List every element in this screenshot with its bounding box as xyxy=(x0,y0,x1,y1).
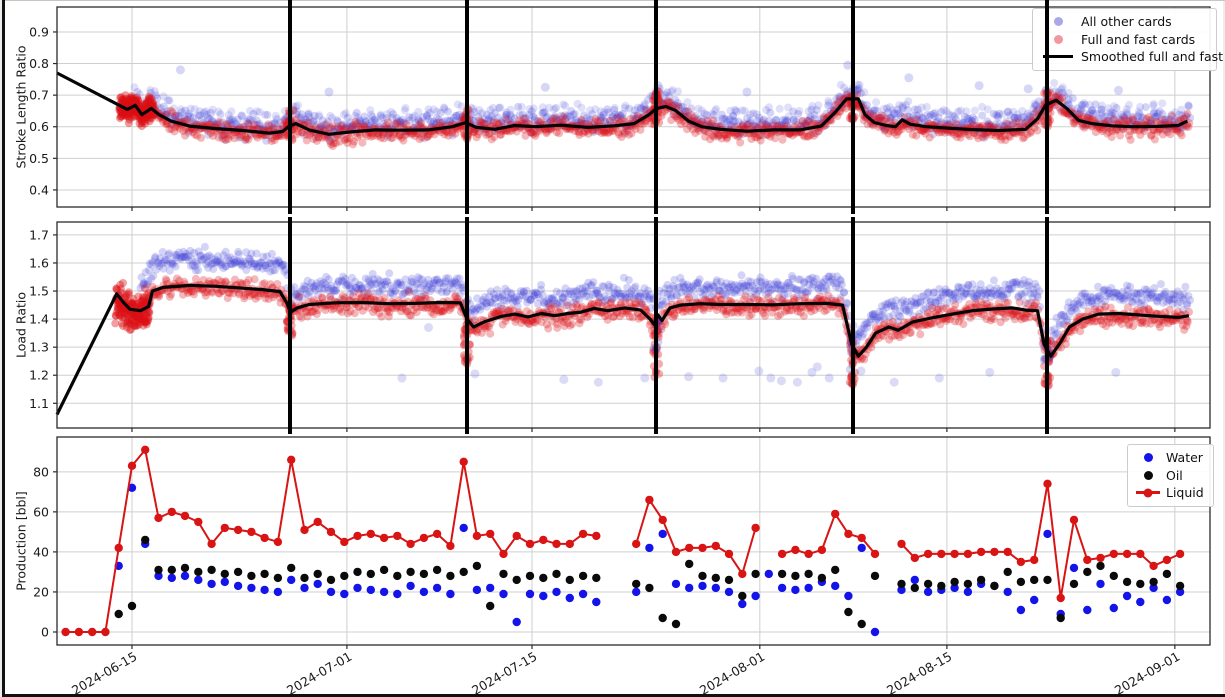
x-tick-label: 2024-08-01 xyxy=(697,649,767,697)
legend-label: Liquid xyxy=(1166,485,1204,501)
x-axis-labels: 2024-06-15 2024-07-01 2024-07-15 2024-08-01… xyxy=(69,649,1182,697)
y-tick-label: 1.1 xyxy=(29,396,49,411)
x-tick-label: 2024-07-01 xyxy=(284,649,354,697)
scatter-all-other-cards xyxy=(136,242,1195,348)
scatter-outliers xyxy=(175,60,1123,97)
y-tick-label: 1.4 xyxy=(29,312,49,327)
legend-label: Smoothed full and fast xyxy=(1081,49,1224,65)
y-tick-label: 0.7 xyxy=(29,88,49,103)
legend-label: All other cards xyxy=(1081,14,1172,30)
scatter-full-and-fast-start-blob xyxy=(115,91,158,131)
event-line-2024-07-10 xyxy=(464,217,470,434)
series-water xyxy=(114,483,1185,637)
scatter-full-and-fast-start-blob xyxy=(111,279,154,334)
legend-item-all-other-cards: All other cards xyxy=(1041,13,1207,31)
legend-label: Full and fast cards xyxy=(1081,31,1196,47)
y-tick-label: 0.6 xyxy=(29,119,49,134)
y-tick-label: 20 xyxy=(33,584,49,599)
y-tick-label: 1.2 xyxy=(29,368,49,383)
event-line-2024-07-10 xyxy=(464,0,470,214)
y-tick-label: 1.6 xyxy=(29,255,49,270)
y-tick-label: 0.5 xyxy=(29,151,49,166)
event-line-2024-07-24 xyxy=(653,217,659,434)
axes-spine xyxy=(56,436,1211,646)
event-line-2024-08-08 xyxy=(850,217,856,434)
stroke-length-ratio-chart: 0.4 0.5 0.6 0.7 0.8 0.9 xyxy=(29,6,1211,211)
y-tick-label: 0.8 xyxy=(29,56,49,71)
full-and-fast-cards-marker-icon xyxy=(1053,34,1063,44)
smoothed-line-marker-icon xyxy=(1043,55,1073,59)
y-tick-label: 1.7 xyxy=(29,227,49,242)
production-chart: 0 20 40 60 80 xyxy=(33,436,1211,649)
ylabel-production: Production [bbl] xyxy=(13,491,29,591)
y-tick-label: 40 xyxy=(33,544,49,559)
water-marker-icon xyxy=(1143,453,1153,463)
liquid-marker-icon xyxy=(1136,488,1160,498)
smoothed-line xyxy=(56,71,1189,136)
y-tick-label: 1.3 xyxy=(29,340,49,355)
y-tick-label: 80 xyxy=(33,464,49,479)
window-frame-bottom xyxy=(2,694,1225,697)
event-line-2024-07-24 xyxy=(653,0,659,214)
y-tick-label: 60 xyxy=(33,504,49,519)
window-frame-left xyxy=(2,0,5,697)
axes-spine xyxy=(56,221,1211,429)
y-tick-label: 1.5 xyxy=(29,284,49,299)
legend-item-oil: Oil xyxy=(1136,467,1204,485)
legend-item-smoothed-full-and-fast: Smoothed full and fast xyxy=(1041,48,1223,66)
event-line-2024-08-08 xyxy=(850,0,856,214)
y-tick-label: 0 xyxy=(41,624,49,639)
x-tick-label: 2024-06-15 xyxy=(69,649,139,697)
event-line-2024-06-26 xyxy=(287,217,293,434)
smoothed-line xyxy=(55,283,1190,416)
series-liquid xyxy=(61,445,1185,637)
legend-label: Water xyxy=(1166,450,1203,466)
event-line-2024-06-26 xyxy=(287,0,293,214)
x-tick-label: 2024-07-15 xyxy=(469,649,539,697)
legend-item-full-and-fast-cards: Full and fast cards xyxy=(1041,31,1207,49)
oil-marker-icon xyxy=(1143,470,1153,480)
y-tick-label: 0.9 xyxy=(29,24,49,39)
scatter-outliers xyxy=(397,323,1121,387)
legend-production: Water Oil Liquid xyxy=(1127,444,1214,507)
event-line-2024-08-23 xyxy=(1044,0,1050,214)
ylabel-stroke-length-ratio: Stroke Length Ratio xyxy=(13,45,29,169)
legend-cards: All other cards Full and fast cards Smoo… xyxy=(1032,8,1223,71)
grid xyxy=(57,222,1210,428)
series-oil xyxy=(114,535,1185,629)
x-tick-label: 2024-09-01 xyxy=(1112,649,1182,697)
load-ratio-chart: 1.1 1.2 1.3 1.4 1.5 1.6 1.7 xyxy=(29,221,1211,432)
x-tick-label: 2024-08-15 xyxy=(884,649,954,697)
legend-item-liquid: Liquid xyxy=(1136,484,1204,502)
window-frame-top xyxy=(5,0,1225,1)
grid xyxy=(57,7,1210,207)
axes-spine xyxy=(56,6,1211,208)
grid xyxy=(57,437,1210,645)
ylabel-load-ratio: Load Ratio xyxy=(13,291,29,359)
y-tick-label: 0.4 xyxy=(29,182,49,197)
all-other-cards-marker-icon xyxy=(1053,17,1063,27)
event-line-2024-08-23 xyxy=(1044,217,1050,434)
legend-item-water: Water xyxy=(1136,449,1204,467)
scatter-all-other-cards-fringe xyxy=(130,79,1186,122)
legend-label: Oil xyxy=(1166,467,1183,483)
